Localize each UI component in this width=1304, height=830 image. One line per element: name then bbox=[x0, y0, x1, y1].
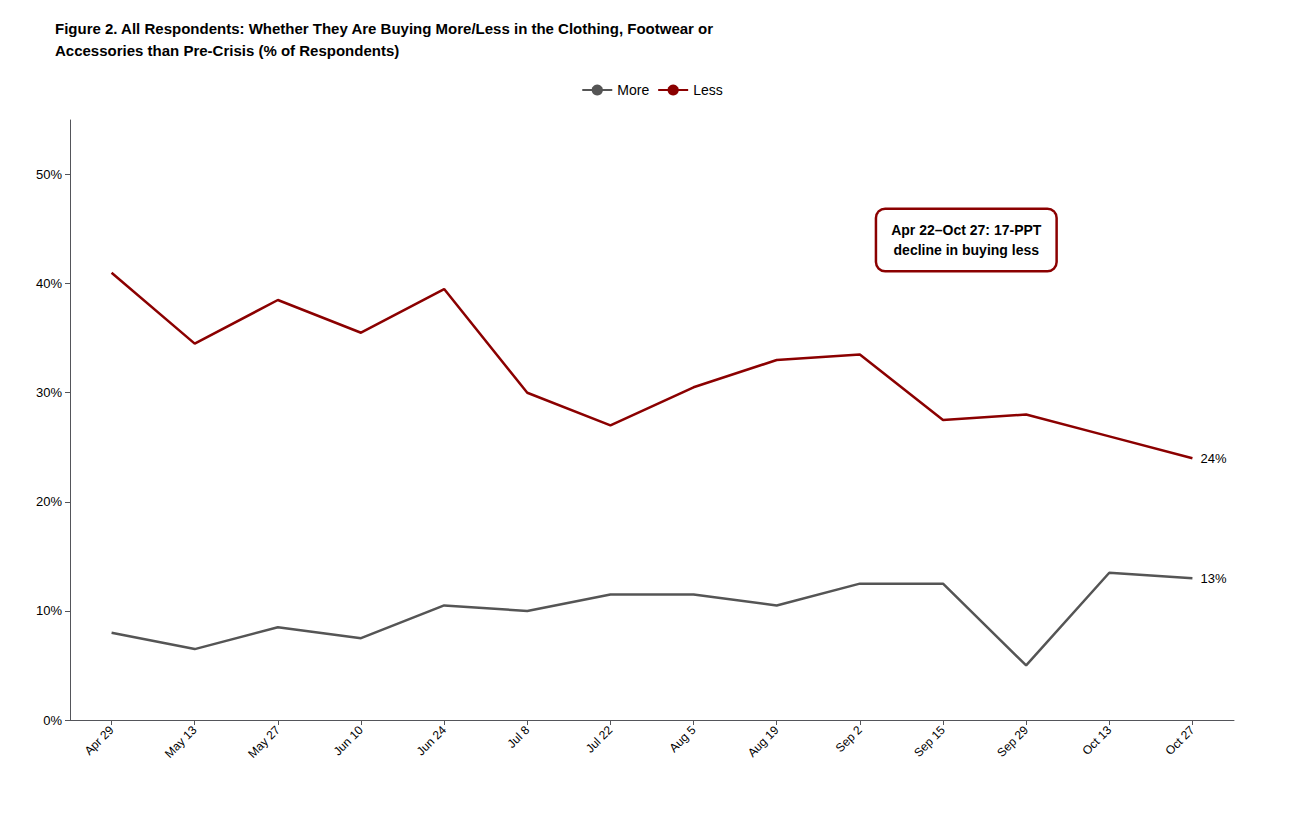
svg-text:Jun 24: Jun 24 bbox=[414, 723, 450, 759]
svg-text:13%: 13% bbox=[1200, 571, 1226, 586]
svg-text:Oct 27: Oct 27 bbox=[1163, 723, 1198, 758]
svg-text:Jul 22: Jul 22 bbox=[583, 723, 616, 756]
svg-text:Sep 15: Sep 15 bbox=[911, 723, 948, 760]
svg-text:Accessories than Pre-Crisis (%: Accessories than Pre-Crisis (% of Respon… bbox=[55, 42, 399, 59]
svg-text:Oct 13: Oct 13 bbox=[1079, 723, 1114, 758]
svg-text:Sep 29: Sep 29 bbox=[994, 723, 1031, 760]
svg-text:24%: 24% bbox=[1200, 451, 1226, 466]
svg-text:50%: 50% bbox=[36, 167, 62, 182]
svg-text:More: More bbox=[617, 82, 649, 98]
svg-text:Jun 10: Jun 10 bbox=[331, 723, 367, 759]
svg-text:0%: 0% bbox=[43, 713, 62, 728]
svg-text:Figure 2. All Respondents: Whe: Figure 2. All Respondents: Whether They … bbox=[55, 20, 713, 37]
svg-text:Apr 22–Oct 27: 17-PPT: Apr 22–Oct 27: 17-PPT bbox=[891, 222, 1042, 238]
svg-text:Aug 5: Aug 5 bbox=[666, 723, 698, 755]
svg-text:Jul 8: Jul 8 bbox=[504, 723, 532, 751]
svg-text:decline in buying less: decline in buying less bbox=[894, 242, 1040, 258]
svg-text:May 27: May 27 bbox=[245, 723, 283, 761]
svg-text:Sep 2: Sep 2 bbox=[833, 723, 865, 755]
svg-text:Less: Less bbox=[693, 82, 723, 98]
svg-text:Apr 29: Apr 29 bbox=[82, 723, 117, 758]
svg-text:40%: 40% bbox=[36, 276, 62, 291]
svg-text:10%: 10% bbox=[36, 603, 62, 618]
svg-text:20%: 20% bbox=[36, 494, 62, 509]
svg-text:30%: 30% bbox=[36, 385, 62, 400]
svg-text:May 13: May 13 bbox=[162, 723, 200, 761]
svg-text:Aug 19: Aug 19 bbox=[745, 723, 782, 760]
